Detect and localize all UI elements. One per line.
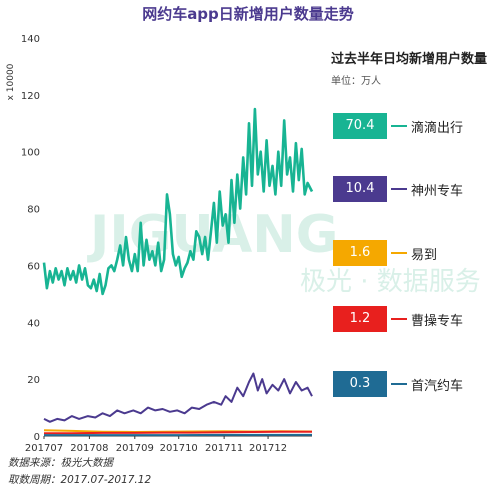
y-tick-label: 40 xyxy=(27,318,40,329)
x-tick-label: 201707 xyxy=(25,443,63,454)
series-line-3 xyxy=(44,430,312,435)
y-tick-label: 140 xyxy=(21,34,40,45)
x-tick-label: 201709 xyxy=(116,443,154,454)
legend-line-swatch xyxy=(391,252,407,254)
legend-value-box: 0.3 xyxy=(333,371,387,397)
legend-item: 10.4 神州专车 xyxy=(333,176,493,202)
legend-item: 1.6 易到 xyxy=(333,240,493,266)
legend-series-name: 易到 xyxy=(411,248,438,263)
x-tick-label: 201712 xyxy=(249,443,287,454)
legend-line-swatch xyxy=(391,125,407,127)
legend-series-name: 首汽约车 xyxy=(411,379,464,394)
axes: x 10000 0 20 40 60 80 100 120 140 201707 201708 201… xyxy=(6,34,312,454)
series-lines xyxy=(42,107,314,437)
y-tick-label: 20 xyxy=(27,375,40,386)
y-unit-label: x 10000 xyxy=(6,63,16,100)
x-tick-label: 201710 xyxy=(160,443,198,454)
legend-line-swatch xyxy=(391,383,407,385)
legend-value-box: 1.2 xyxy=(333,306,387,332)
legend-item: 0.3 首汽约车 xyxy=(333,371,493,397)
legend-title: 过去半年日均新增用户数量 xyxy=(331,52,488,67)
legend-series-name: 滴滴出行 xyxy=(411,121,464,136)
data-source: 数据来源：极光大数据 xyxy=(8,457,113,469)
legend-item: 70.4 滴滴出行 xyxy=(333,113,493,139)
y-tick-label: 80 xyxy=(27,205,40,216)
footer: 数据来源：极光大数据 取数周期：2017.07-2017.12 xyxy=(8,455,151,489)
legend-line-swatch xyxy=(391,318,407,320)
legend-unit: 单位：万人 xyxy=(331,76,381,87)
legend-value-box: 70.4 xyxy=(333,113,387,139)
series-line-0 xyxy=(42,107,314,296)
legend-series-name: 神州专车 xyxy=(411,184,464,199)
chart-title: 网约车app日新增用户数量走势 xyxy=(142,5,354,23)
y-tick-label: 100 xyxy=(21,148,40,159)
series-line-1 xyxy=(43,372,313,423)
y-tick-label: 0 xyxy=(34,432,40,443)
legend-value-box: 10.4 xyxy=(333,176,387,202)
y-tick-label: 120 xyxy=(21,91,40,102)
legend-header: 过去半年日均新增用户数量 单位：万人 xyxy=(331,48,487,87)
watermark-subtext: 极光 · 数据服务 xyxy=(300,267,481,297)
legend-line-swatch xyxy=(391,188,407,190)
legend-item: 1.2 曹操专车 xyxy=(333,306,493,332)
legend-value-box: 1.6 xyxy=(333,240,387,266)
x-tick-label: 201711 xyxy=(205,443,243,454)
data-period: 取数周期：2017.07-2017.12 xyxy=(8,474,152,486)
legend-series-name: 曹操专车 xyxy=(411,314,464,329)
y-tick-label: 60 xyxy=(27,261,40,272)
x-tick-label: 201708 xyxy=(70,443,108,454)
